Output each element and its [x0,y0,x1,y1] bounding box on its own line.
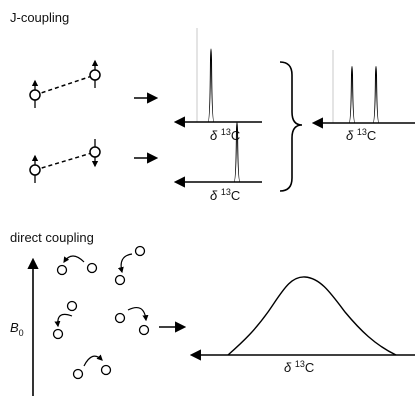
label-part: 0 [19,328,24,338]
spectrum: δ 13C [173,122,262,203]
label-part: 13 [221,187,231,197]
label-part: C [367,128,376,143]
section-title: direct coupling [10,230,94,245]
label-part: δ [210,188,218,203]
spin-pair [29,139,101,183]
label-part: C [231,188,240,203]
label-part: δ [284,360,292,375]
axis-label: δ 13C [284,359,314,375]
spectrum: δ 13C [311,50,415,143]
section-title: J-coupling [10,10,69,25]
dipolar-pairs [52,245,150,380]
label-part: C [305,360,314,375]
spectrum: δ 13C [189,276,415,375]
axis-label: δ 13C [210,187,240,203]
label-part: 13 [357,127,367,137]
spectrum: δ 13C [173,28,262,143]
label-part: δ [346,128,354,143]
label-part: B [10,320,19,335]
axis-label: δ 13C [346,127,376,143]
label-part: δ [210,128,218,143]
brace [279,61,303,192]
label-part: C [231,128,240,143]
axis-label: δ 13C [210,127,240,143]
label-part: 13 [221,127,231,137]
field-label: B0 [10,320,24,338]
spin-pair [29,59,101,108]
label-part: 13 [295,359,305,369]
